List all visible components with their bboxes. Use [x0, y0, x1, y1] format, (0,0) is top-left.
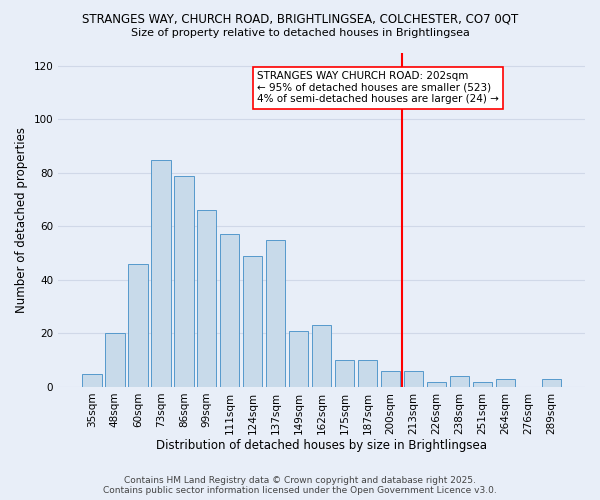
Bar — [105, 334, 125, 387]
Text: STRANGES WAY, CHURCH ROAD, BRIGHTLINGSEA, COLCHESTER, CO7 0QT: STRANGES WAY, CHURCH ROAD, BRIGHTLINGSEA… — [82, 12, 518, 26]
Bar — [404, 371, 423, 387]
Y-axis label: Number of detached properties: Number of detached properties — [15, 126, 28, 312]
Bar — [266, 240, 286, 387]
Bar — [197, 210, 217, 387]
Bar — [220, 234, 239, 387]
Text: STRANGES WAY CHURCH ROAD: 202sqm
← 95% of detached houses are smaller (523)
4% o: STRANGES WAY CHURCH ROAD: 202sqm ← 95% o… — [257, 71, 499, 104]
Bar — [473, 382, 492, 387]
Bar — [174, 176, 194, 387]
Bar — [243, 256, 262, 387]
Bar — [289, 331, 308, 387]
Bar — [82, 374, 101, 387]
Bar — [449, 376, 469, 387]
Bar — [381, 371, 400, 387]
Bar — [427, 382, 446, 387]
X-axis label: Distribution of detached houses by size in Brightlingsea: Distribution of detached houses by size … — [156, 440, 487, 452]
Bar — [312, 326, 331, 387]
Bar — [128, 264, 148, 387]
Text: Size of property relative to detached houses in Brightlingsea: Size of property relative to detached ho… — [131, 28, 469, 38]
Bar — [542, 379, 561, 387]
Bar — [335, 360, 355, 387]
Text: Contains HM Land Registry data © Crown copyright and database right 2025.
Contai: Contains HM Land Registry data © Crown c… — [103, 476, 497, 495]
Bar — [496, 379, 515, 387]
Bar — [151, 160, 170, 387]
Bar — [358, 360, 377, 387]
